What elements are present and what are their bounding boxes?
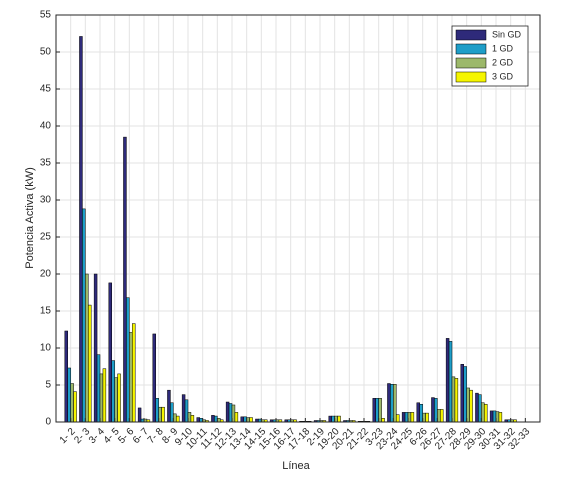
bar: [167, 389, 171, 423]
bar: [64, 330, 68, 423]
bar: [475, 392, 479, 423]
y-tick-label: 30: [40, 195, 52, 206]
bar: [466, 387, 470, 423]
bar: [225, 401, 230, 423]
bar: [137, 407, 142, 423]
bar: [390, 384, 394, 423]
bar: [93, 273, 98, 423]
bar: [440, 409, 444, 423]
bar: [337, 415, 341, 423]
y-tick-label: 55: [40, 10, 52, 21]
y-axis-label: Potencia Activa (kW): [24, 167, 36, 268]
legend-swatch: [455, 71, 487, 83]
bar: [82, 208, 86, 423]
bar: [469, 389, 473, 423]
bar: [152, 333, 156, 423]
bar: [99, 373, 104, 423]
y-tick-label: 0: [45, 417, 51, 428]
y-tick-label: 20: [40, 269, 52, 280]
bar: [108, 282, 112, 423]
bar: [460, 364, 464, 423]
bar: [161, 406, 165, 423]
plot-frame: [55, 14, 541, 423]
bar: [196, 417, 200, 423]
y-tick-label: 10: [40, 343, 52, 354]
bar: [431, 397, 435, 423]
legend-swatch: [455, 57, 487, 69]
bar: [396, 414, 400, 423]
bar: [387, 383, 391, 423]
bar: [240, 416, 244, 423]
legend-label: Sin GD: [492, 29, 522, 39]
y-tick-label: 5: [45, 380, 51, 391]
y-tick-label: 40: [40, 121, 52, 132]
y-tick-label: 45: [40, 84, 52, 95]
bar: [234, 412, 239, 423]
legend-swatch: [455, 43, 487, 55]
bar: [463, 366, 467, 423]
bar: [181, 394, 186, 423]
bar: [489, 410, 494, 423]
bar: [445, 338, 450, 423]
bar: [211, 415, 215, 423]
bar: [498, 412, 503, 423]
bar: [176, 415, 180, 423]
bar: [372, 398, 376, 423]
bar: [126, 297, 130, 423]
legend-label: 2 GD: [492, 57, 514, 67]
bar: [79, 36, 83, 423]
bar: [448, 341, 453, 423]
y-tick-label: 35: [40, 158, 52, 169]
bar: [111, 360, 115, 423]
bar: [70, 383, 74, 423]
bar: [401, 412, 406, 423]
bar: [328, 415, 332, 423]
bar: [96, 354, 101, 423]
legend-label: 3 GD: [492, 71, 514, 81]
bar: [393, 384, 397, 423]
bar: [425, 412, 429, 423]
bar: [451, 376, 456, 423]
bar: [123, 136, 127, 423]
x-axis-label: Línea: [282, 460, 310, 472]
bar: [416, 402, 420, 423]
bar: [190, 415, 195, 423]
bar: [85, 273, 89, 423]
bar: [381, 418, 385, 423]
bar: [102, 368, 107, 423]
bar: [117, 373, 121, 423]
bar: [114, 377, 118, 423]
bar: [478, 394, 482, 423]
bar: [484, 403, 488, 423]
bar: [454, 378, 459, 423]
bar: [73, 391, 77, 423]
y-tick-label: 25: [40, 232, 52, 243]
bar: [249, 417, 253, 423]
bar: [88, 304, 92, 423]
y-tick-label: 15: [40, 306, 52, 317]
bar: [67, 367, 71, 423]
bar: [132, 323, 136, 423]
bar: [410, 412, 415, 423]
legend-swatch: [455, 29, 487, 41]
bar: [129, 332, 133, 423]
y-tick-label: 50: [40, 47, 52, 58]
legend-label: 1 GD: [492, 43, 514, 53]
